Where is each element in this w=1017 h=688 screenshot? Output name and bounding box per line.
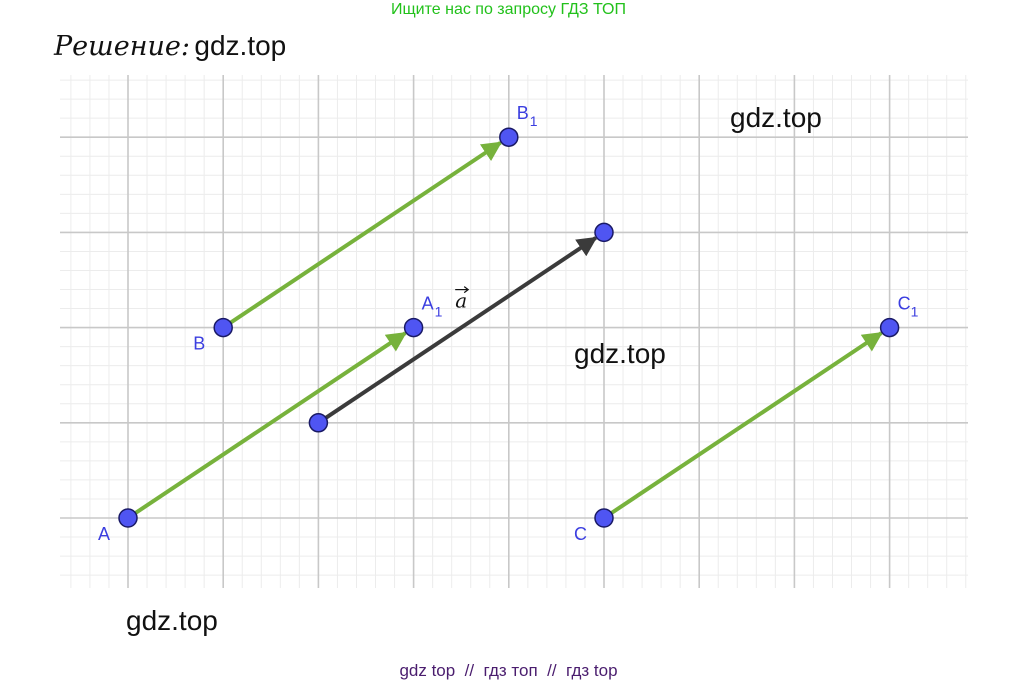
point-label-a1: A xyxy=(422,294,434,314)
watermark-right-top: gdz.top xyxy=(730,102,822,133)
point-label-b: B xyxy=(193,334,205,354)
point-p xyxy=(308,413,329,433)
vector-p-q xyxy=(317,236,598,425)
points-layer xyxy=(118,127,900,528)
point-b xyxy=(213,317,233,338)
solution-heading: Решение: gdz.top xyxy=(54,30,286,62)
footer-links: gdz top // гдз топ // гдз top xyxy=(399,661,618,680)
grid-major-lines xyxy=(60,75,968,588)
point-c xyxy=(594,508,614,528)
point-label-sub-b1: 1 xyxy=(530,113,538,129)
point-label-a: A xyxy=(98,524,110,544)
top-banner: Ищите нас по запросу ГДЗ ТОП xyxy=(391,1,626,18)
point-label-c: C xyxy=(574,524,587,544)
solution-label: Решение: xyxy=(54,31,190,62)
point-label-b1: B xyxy=(517,103,529,123)
point-a xyxy=(118,508,138,528)
vector-arrow-head-mark xyxy=(463,286,470,294)
labels-layer: aAA 1BB 1CC 1 xyxy=(98,103,919,544)
heading-watermark: gdz.top xyxy=(194,30,287,61)
point-label-c1: C xyxy=(898,294,911,314)
grid-minor-lines xyxy=(60,75,968,588)
vector-b-b1 xyxy=(222,141,503,330)
watermark-bottom-left: gdz.top xyxy=(126,605,218,636)
point-label-sub-a1: 1 xyxy=(435,304,443,320)
vectors-layer xyxy=(126,141,883,520)
point-b1 xyxy=(499,127,519,147)
point-c1 xyxy=(879,317,900,338)
vector-a-a1 xyxy=(126,331,407,520)
point-a1 xyxy=(403,317,424,338)
vector-c-c1 xyxy=(602,331,883,520)
watermark-center: gdz.top xyxy=(574,338,666,369)
vector-label: a xyxy=(455,289,467,313)
point-label-sub-c1: 1 xyxy=(911,304,919,320)
point-q xyxy=(594,222,614,243)
